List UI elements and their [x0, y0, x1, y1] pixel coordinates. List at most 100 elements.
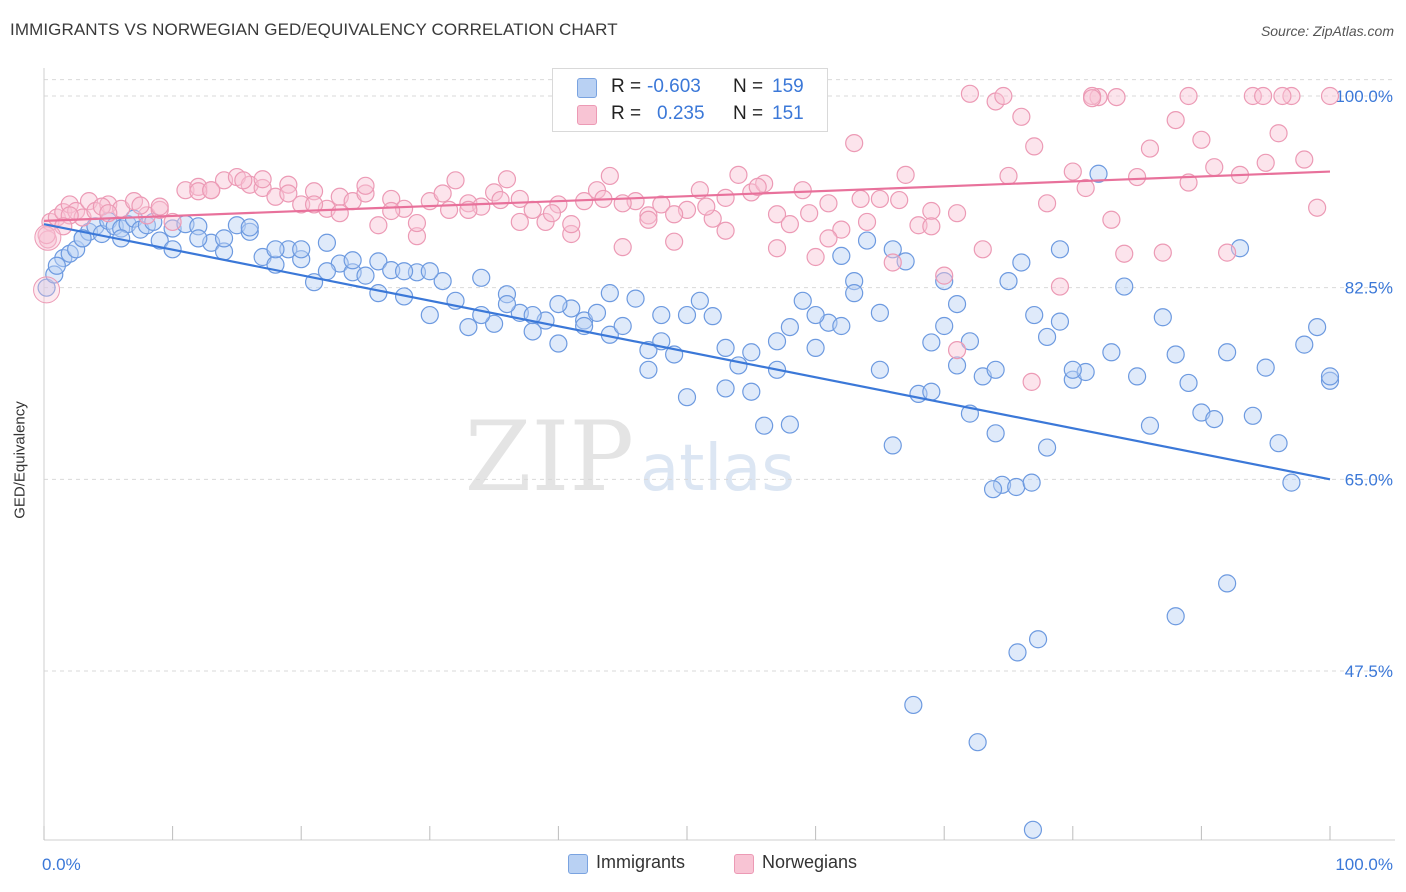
- point-immigrants: [1025, 305, 1044, 325]
- point-immigrants: [1037, 327, 1057, 347]
- point-norwegians: [1037, 194, 1057, 213]
- legend-n-value-norwegians: 151: [772, 103, 804, 124]
- point-immigrants: [150, 231, 169, 250]
- point-norwegians: [253, 170, 272, 189]
- point-immigrants: [1179, 373, 1198, 393]
- point-norwegians: [1140, 139, 1160, 158]
- point-immigrants: [935, 316, 954, 336]
- point-norwegians: [857, 212, 877, 232]
- point-immigrants: [1243, 406, 1262, 425]
- point-norwegians: [1218, 243, 1237, 262]
- point-norwegians: [909, 216, 928, 235]
- point-immigrants: [639, 360, 658, 379]
- watermark-zip: ZIP: [465, 401, 634, 513]
- point-norwegians: [1273, 86, 1292, 106]
- point-norwegians: [292, 195, 311, 214]
- point-norwegians: [382, 201, 401, 221]
- point-norwegians: [935, 266, 954, 285]
- point-immigrants: [1282, 473, 1301, 492]
- point-immigrants: [266, 240, 285, 259]
- point-norwegians: [407, 227, 427, 246]
- point-norwegians: [510, 212, 529, 232]
- y-tick-label: 65.0%: [1345, 470, 1393, 489]
- point-immigrants: [652, 305, 671, 325]
- point-immigrants: [780, 317, 799, 337]
- point-norwegians: [748, 177, 767, 197]
- point-immigrants: [677, 305, 697, 325]
- point-immigrants: [793, 291, 812, 310]
- point-immigrants: [729, 356, 748, 375]
- point-immigrants: [73, 229, 92, 248]
- point-norwegians: [1115, 244, 1134, 263]
- point-norwegians: [883, 253, 902, 272]
- point-immigrants: [369, 284, 388, 303]
- point-norwegians: [330, 204, 349, 223]
- point-immigrants: [845, 284, 864, 303]
- point-norwegians: [994, 86, 1013, 106]
- point-norwegians: [896, 165, 915, 184]
- point-norwegians: [356, 184, 375, 203]
- legend-r-value-immigrants: -0.603: [647, 76, 701, 97]
- point-immigrants: [806, 305, 825, 325]
- point-norwegians: [304, 195, 324, 214]
- y-tick-label: 100.0%: [1335, 87, 1393, 106]
- point-norwegians: [1089, 87, 1108, 107]
- point-norwegians: [497, 170, 517, 189]
- point-immigrants: [420, 262, 439, 281]
- point-immigrants: [690, 291, 709, 310]
- x-tick-label-max: 100.0%: [1335, 855, 1393, 874]
- point-immigrants: [1320, 367, 1340, 386]
- point-immigrants: [382, 261, 401, 280]
- point-norwegians: [131, 196, 150, 215]
- point-immigrants: [459, 317, 478, 337]
- point-immigrants: [279, 240, 298, 259]
- y-tick-label: 82.5%: [1345, 279, 1393, 298]
- point-norwegians: [202, 181, 221, 200]
- point-norwegians: [973, 240, 992, 259]
- point-immigrants: [240, 218, 259, 237]
- point-norwegians: [819, 229, 838, 248]
- point-immigrants: [832, 246, 851, 266]
- point-norwegians: [1295, 150, 1314, 169]
- point-immigrants: [613, 316, 632, 336]
- point-norwegians: [652, 195, 671, 214]
- point-norwegians: [562, 215, 581, 234]
- point-norwegians: [1205, 158, 1224, 177]
- point-immigrants: [1269, 434, 1288, 453]
- point-immigrants: [947, 294, 967, 314]
- legend-swatch-immigrants: [577, 78, 597, 98]
- point-immigrants: [587, 303, 607, 322]
- point-norwegians: [999, 166, 1018, 186]
- trendline-norwegians: [43, 170, 1331, 222]
- point-immigrants: [626, 289, 645, 308]
- point-norwegians: [600, 166, 619, 186]
- point-immigrants: [1140, 416, 1160, 435]
- point-immigrants: [960, 332, 980, 351]
- point-norwegians: [34, 223, 62, 251]
- point-norwegians: [665, 205, 684, 224]
- point-norwegians: [1107, 87, 1126, 107]
- point-immigrants: [292, 240, 311, 259]
- point-norwegians: [279, 184, 298, 203]
- point-immigrants: [214, 229, 234, 248]
- point-norwegians: [922, 217, 941, 236]
- point-norwegians: [690, 181, 709, 200]
- point-norwegians: [947, 204, 967, 223]
- point-immigrants: [189, 229, 208, 248]
- point-immigrants: [755, 416, 774, 435]
- point-norwegians: [851, 189, 870, 209]
- point-norwegians: [1082, 89, 1102, 108]
- point-immigrants: [1102, 343, 1121, 362]
- point-immigrants: [742, 343, 761, 362]
- point-norwegians: [819, 194, 838, 213]
- point-immigrants: [369, 252, 388, 271]
- point-norwegians: [446, 171, 465, 190]
- point-immigrants: [896, 252, 915, 271]
- point-immigrants: [47, 256, 66, 275]
- point-immigrants: [240, 222, 259, 241]
- point-immigrants: [1218, 574, 1237, 593]
- point-norwegians: [542, 204, 562, 223]
- point-norwegians: [1153, 243, 1172, 262]
- point-immigrants: [1050, 312, 1070, 331]
